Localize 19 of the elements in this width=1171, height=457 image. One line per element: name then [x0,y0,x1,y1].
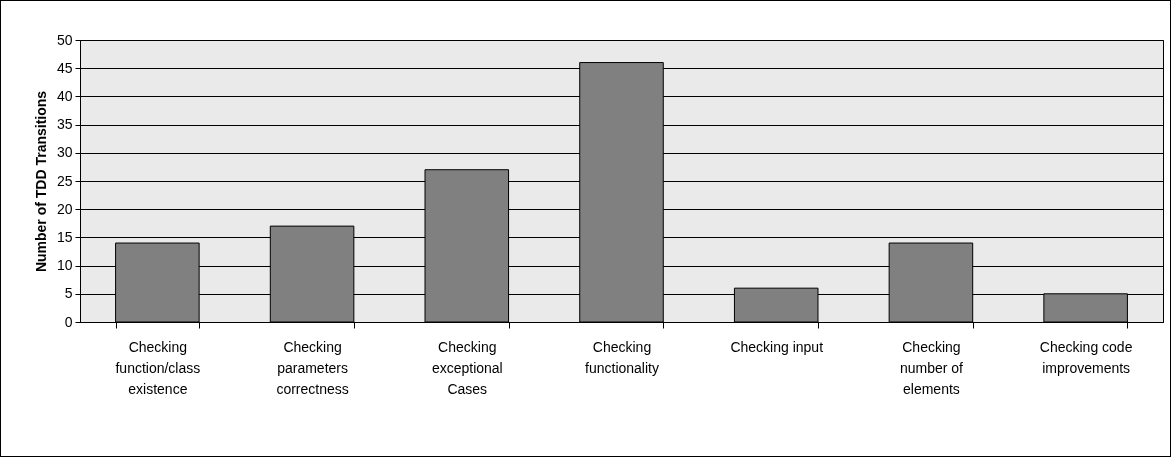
y-tick-label: 25 [56,172,73,189]
y-tick-label: 0 [64,313,73,330]
x-tick-label: Checking code improvements [1039,338,1133,376]
y-tick-label: 5 [64,285,73,302]
y-tick-label: 50 [56,31,73,48]
y-tick-label: 10 [56,257,73,274]
y-tick-label: 35 [56,116,73,133]
x-tick-label: Checking parameters correctness [276,338,349,397]
y-tick-label: 30 [56,144,73,161]
y-tick-label: 15 [56,228,73,245]
x-tick-label: Checking exceptional Cases [431,338,503,397]
y-tick-label: 40 [56,87,73,104]
y-axis-title: Number of TDD Transitions [32,90,49,273]
x-tick-label: Checking function/class existence [115,338,201,397]
y-tick-label: 20 [56,200,73,217]
y-tick-label: 45 [56,59,73,76]
x-tick-label: Checking input [730,338,824,355]
x-tick-label: Checking functionality [585,338,659,376]
x-tick-label: Checking number of elements [899,338,964,397]
